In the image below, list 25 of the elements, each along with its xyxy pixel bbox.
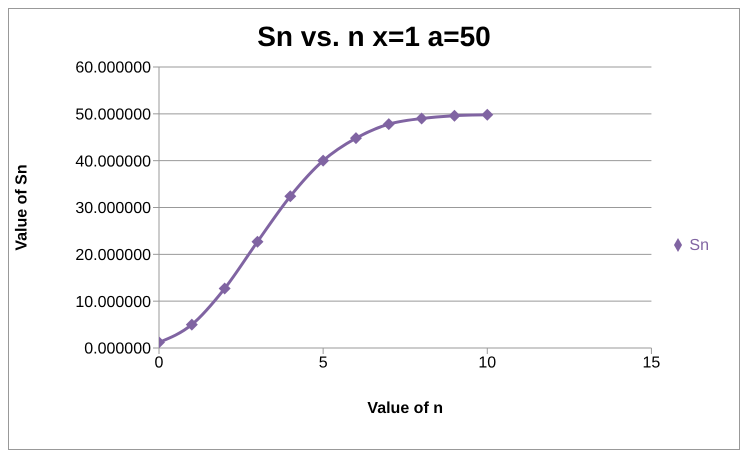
point (416, 112, 428, 125)
x-axis-title: Value of n (367, 400, 443, 417)
point (382, 118, 395, 130)
point (350, 132, 362, 144)
y-axis-title: Value of Sn (14, 164, 31, 251)
point (284, 190, 296, 202)
point (251, 236, 264, 248)
y-tick-label: 0.000000 (84, 340, 152, 358)
y-tick-label: 60.000000 (75, 60, 152, 77)
legend-label: Sn (689, 236, 709, 254)
y-tick-label: 50.000000 (75, 106, 152, 124)
chart-title: Sn vs. n x=1 a=50 (256, 21, 492, 53)
y-tick-label: 40.000000 (75, 153, 152, 170)
y-tick-label: 20.000000 (75, 247, 152, 264)
y-tick-label: 30.000000 (75, 200, 152, 218)
x-tick-label: 10 (478, 354, 496, 372)
x-tick-label: 15 (642, 354, 660, 372)
point (481, 108, 494, 121)
point (218, 282, 231, 295)
point (186, 318, 198, 331)
x-tick-label: 5 (318, 354, 328, 372)
point (448, 110, 460, 122)
x-tick-label: 0 (154, 354, 164, 372)
y-tick-label: 10.000000 (75, 294, 152, 311)
point (317, 154, 330, 167)
